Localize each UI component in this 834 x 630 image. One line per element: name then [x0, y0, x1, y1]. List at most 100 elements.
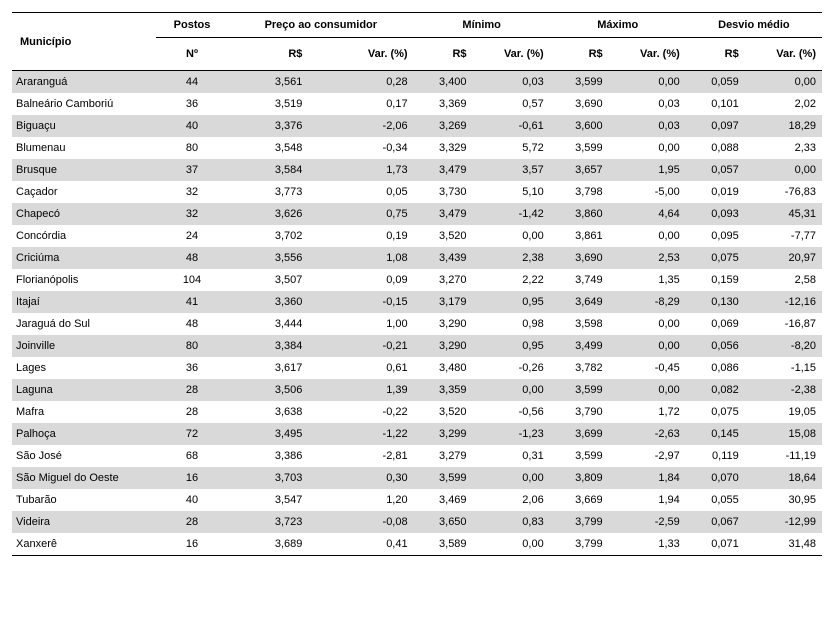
cell-preco_rs: 3,506 [228, 379, 308, 401]
col-preco-group: Preço ao consumidor [228, 13, 414, 38]
cell-dev_var: -12,16 [745, 291, 822, 313]
cell-min_rs: 3,479 [414, 159, 473, 181]
cell-postos: 48 [156, 313, 228, 335]
cell-preco_var: -0,08 [308, 511, 413, 533]
cell-preco_rs: 3,444 [228, 313, 308, 335]
cell-max_rs: 3,599 [550, 445, 609, 467]
cell-postos: 28 [156, 401, 228, 423]
cell-preco_rs: 3,584 [228, 159, 308, 181]
cell-preco_rs: 3,702 [228, 225, 308, 247]
cell-max_rs: 3,799 [550, 533, 609, 556]
cell-min_rs: 3,400 [414, 71, 473, 94]
cell-postos: 24 [156, 225, 228, 247]
cell-max_var: 1,35 [609, 269, 686, 291]
cell-min_rs: 3,290 [414, 335, 473, 357]
cell-max_var: -2,63 [609, 423, 686, 445]
cell-max_rs: 3,499 [550, 335, 609, 357]
cell-postos: 41 [156, 291, 228, 313]
cell-municipio: Xanxerê [12, 533, 156, 556]
cell-dev_var: 2,33 [745, 137, 822, 159]
cell-dev_rs: 0,095 [686, 225, 745, 247]
cell-min_var: 0,95 [473, 291, 550, 313]
cell-postos: 32 [156, 203, 228, 225]
col-maximo-group: Máximo [550, 13, 686, 38]
col-preco-rs: R$ [228, 38, 308, 71]
cell-min_var: -0,56 [473, 401, 550, 423]
cell-max_rs: 3,599 [550, 71, 609, 94]
col-municipio: Município [12, 13, 156, 71]
cell-min_rs: 3,179 [414, 291, 473, 313]
cell-dev_rs: 0,075 [686, 401, 745, 423]
cell-preco_rs: 3,548 [228, 137, 308, 159]
table-row: São Miguel do Oeste163,7030,303,5990,003… [12, 467, 822, 489]
cell-min_var: 0,95 [473, 335, 550, 357]
cell-min_rs: 3,480 [414, 357, 473, 379]
cell-postos: 104 [156, 269, 228, 291]
cell-min_var: 0,98 [473, 313, 550, 335]
cell-preco_var: 0,28 [308, 71, 413, 94]
cell-max_rs: 3,790 [550, 401, 609, 423]
cell-preco_var: 1,00 [308, 313, 413, 335]
cell-max_rs: 3,690 [550, 247, 609, 269]
cell-dev_rs: 0,119 [686, 445, 745, 467]
cell-dev_rs: 0,070 [686, 467, 745, 489]
cell-dev_var: 19,05 [745, 401, 822, 423]
cell-postos: 32 [156, 181, 228, 203]
cell-municipio: Brusque [12, 159, 156, 181]
table-row: Palhoça723,495-1,223,299-1,233,699-2,630… [12, 423, 822, 445]
col-min-rs: R$ [414, 38, 473, 71]
table-row: São José683,386-2,813,2790,313,599-2,970… [12, 445, 822, 467]
cell-dev_var: 2,58 [745, 269, 822, 291]
cell-preco_var: 1,39 [308, 379, 413, 401]
table-row: Videira283,723-0,083,6500,833,799-2,590,… [12, 511, 822, 533]
cell-dev_var: -7,77 [745, 225, 822, 247]
cell-preco_rs: 3,626 [228, 203, 308, 225]
cell-max_rs: 3,860 [550, 203, 609, 225]
table-row: Mafra283,638-0,223,520-0,563,7901,720,07… [12, 401, 822, 423]
cell-max_rs: 3,749 [550, 269, 609, 291]
cell-min_var: -1,23 [473, 423, 550, 445]
cell-dev_var: 2,02 [745, 93, 822, 115]
cell-min_rs: 3,469 [414, 489, 473, 511]
table-row: Balneário Camboriú363,5190,173,3690,573,… [12, 93, 822, 115]
cell-preco_var: -0,22 [308, 401, 413, 423]
cell-dev_var: -16,87 [745, 313, 822, 335]
cell-max_var: -0,45 [609, 357, 686, 379]
table-row: Biguaçu403,376-2,063,269-0,613,6000,030,… [12, 115, 822, 137]
cell-preco_rs: 3,386 [228, 445, 308, 467]
cell-preco_rs: 3,689 [228, 533, 308, 556]
cell-max_var: 0,00 [609, 225, 686, 247]
cell-min_rs: 3,650 [414, 511, 473, 533]
table-row: Xanxerê163,6890,413,5890,003,7991,330,07… [12, 533, 822, 556]
table-row: Chapecó323,6260,753,479-1,423,8604,640,0… [12, 203, 822, 225]
cell-dev_rs: 0,145 [686, 423, 745, 445]
col-dev-var: Var. (%) [745, 38, 822, 71]
col-max-var: Var. (%) [609, 38, 686, 71]
cell-max_var: 0,00 [609, 335, 686, 357]
cell-municipio: Joinville [12, 335, 156, 357]
cell-municipio: Criciúma [12, 247, 156, 269]
cell-preco_var: 0,05 [308, 181, 413, 203]
table-row: Jaraguá do Sul483,4441,003,2900,983,5980… [12, 313, 822, 335]
cell-min_var: 5,10 [473, 181, 550, 203]
cell-min_rs: 3,290 [414, 313, 473, 335]
cell-preco_var: 0,09 [308, 269, 413, 291]
cell-municipio: Biguaçu [12, 115, 156, 137]
cell-min_rs: 3,359 [414, 379, 473, 401]
cell-postos: 72 [156, 423, 228, 445]
cell-max_var: 0,03 [609, 93, 686, 115]
table-row: Criciúma483,5561,083,4392,383,6902,530,0… [12, 247, 822, 269]
cell-max_rs: 3,599 [550, 137, 609, 159]
cell-max_var: 1,84 [609, 467, 686, 489]
cell-min_rs: 3,270 [414, 269, 473, 291]
cell-dev_var: -1,15 [745, 357, 822, 379]
cell-min_rs: 3,329 [414, 137, 473, 159]
cell-municipio: Mafra [12, 401, 156, 423]
cell-postos: 16 [156, 467, 228, 489]
cell-max_var: 2,53 [609, 247, 686, 269]
cell-min_var: 5,72 [473, 137, 550, 159]
cell-municipio: Balneário Camboriú [12, 93, 156, 115]
cell-preco_var: -0,15 [308, 291, 413, 313]
cell-postos: 48 [156, 247, 228, 269]
cell-min_rs: 3,730 [414, 181, 473, 203]
